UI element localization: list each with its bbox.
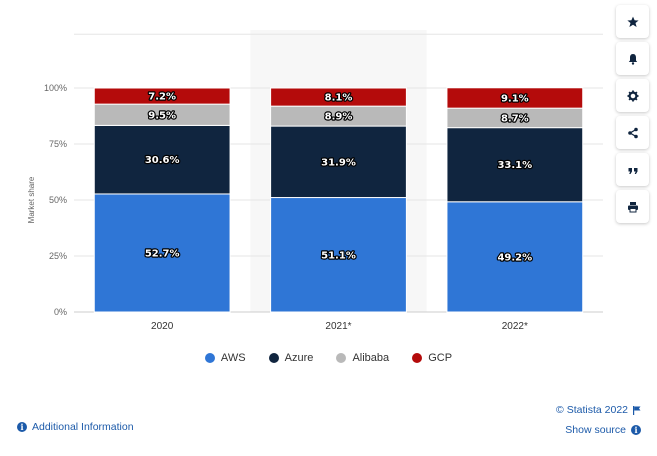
additional-information-label: Additional Information — [32, 421, 134, 433]
statista-credit[interactable]: © Statista 2022 — [556, 404, 628, 416]
bar-gcp-2021 — [270, 87, 407, 107]
chart-toolbar — [616, 5, 651, 227]
favorite-button[interactable] — [616, 5, 649, 38]
y-tick-label-100: 100% — [44, 83, 67, 93]
chart-legend: AWS Azure Alibaba GCP — [0, 352, 657, 366]
legend-swatch-azure — [268, 353, 279, 363]
data-label-azure-2020: 30.6% — [145, 155, 180, 166]
legend-label-azure: Azure — [284, 352, 314, 364]
y-tick-label-25: 25% — [49, 251, 67, 261]
bar-aws-2020 — [93, 193, 231, 313]
data-label-azure-2021: 31.9% — [321, 157, 356, 168]
legend-item-alibaba[interactable]: Alibaba — [336, 352, 389, 364]
data-label-gcp-2022: 9.1% — [501, 93, 529, 104]
legend-label-alibaba: Alibaba — [352, 352, 390, 364]
flag-icon[interactable] — [633, 405, 641, 415]
print-button[interactable] — [616, 190, 649, 223]
y-tick-label-75: 75% — [49, 139, 67, 149]
data-label-alibaba-2021: 8.9% — [325, 112, 353, 123]
y-axis-label: Market share — [27, 176, 36, 223]
y-tick-label-0: 0% — [54, 307, 67, 317]
bar-aws-2021 — [270, 197, 407, 313]
data-label-gcp-2020: 7.2% — [148, 92, 176, 103]
bar-gcp-2020 — [93, 87, 231, 105]
bar-azure-2022 — [446, 127, 584, 203]
share-button[interactable] — [616, 116, 649, 149]
legend-swatch-gcp — [412, 353, 423, 363]
legend-item-gcp[interactable]: GCP — [412, 352, 452, 364]
bar-gcp-2022 — [446, 87, 584, 109]
data-label-aws-2022: 49.2% — [497, 252, 532, 263]
legend-item-aws[interactable]: AWS — [204, 352, 246, 364]
source-info-icon: i — [631, 425, 641, 435]
bar-azure-2021 — [270, 125, 407, 199]
data-label-alibaba-2020: 9.5% — [148, 110, 176, 121]
share-icon — [627, 127, 638, 138]
notification-button[interactable] — [616, 42, 649, 75]
data-label-azure-2022: 33.1% — [497, 160, 532, 171]
legend-swatch-aws — [204, 353, 215, 363]
legend-label-aws: AWS — [220, 352, 246, 364]
legend-label-gcp: GCP — [428, 352, 453, 364]
data-label-alibaba-2022: 8.7% — [501, 113, 529, 124]
x-tick-label-2022: 2022* — [502, 321, 528, 332]
data-label-gcp-2021: 8.1% — [325, 93, 353, 104]
bell-icon — [628, 53, 637, 65]
x-tick-label-2021: 2021* — [325, 321, 351, 332]
star-icon — [626, 16, 639, 27]
additional-information-link[interactable]: i Additional Information — [17, 421, 134, 433]
x-tick-label-2020: 2020 — [151, 321, 174, 332]
legend-swatch-alibaba — [336, 353, 347, 363]
stacked-bar-chart: 0% 25% 50% 75% 100% Market share 52.7% 30.6% 9.5… — [27, 33, 603, 332]
bar-azure-2020 — [93, 124, 231, 195]
print-icon — [627, 201, 638, 212]
legend-item-azure[interactable]: Azure — [268, 352, 314, 364]
data-label-aws-2021: 51.1% — [321, 250, 356, 261]
gear-icon — [627, 90, 638, 101]
credits-block: © Statista 2022 Show source i — [556, 404, 641, 444]
quote-icon — [628, 167, 637, 174]
info-icon: i — [17, 422, 27, 432]
show-source-label: Show source — [565, 424, 626, 436]
show-source-link[interactable]: Show source i — [556, 424, 641, 436]
y-tick-label-50: 50% — [49, 195, 67, 205]
settings-button[interactable] — [616, 79, 649, 112]
bar-aws-2022 — [446, 201, 584, 313]
cite-button[interactable] — [616, 153, 649, 186]
data-label-aws-2020: 52.7% — [145, 248, 180, 259]
